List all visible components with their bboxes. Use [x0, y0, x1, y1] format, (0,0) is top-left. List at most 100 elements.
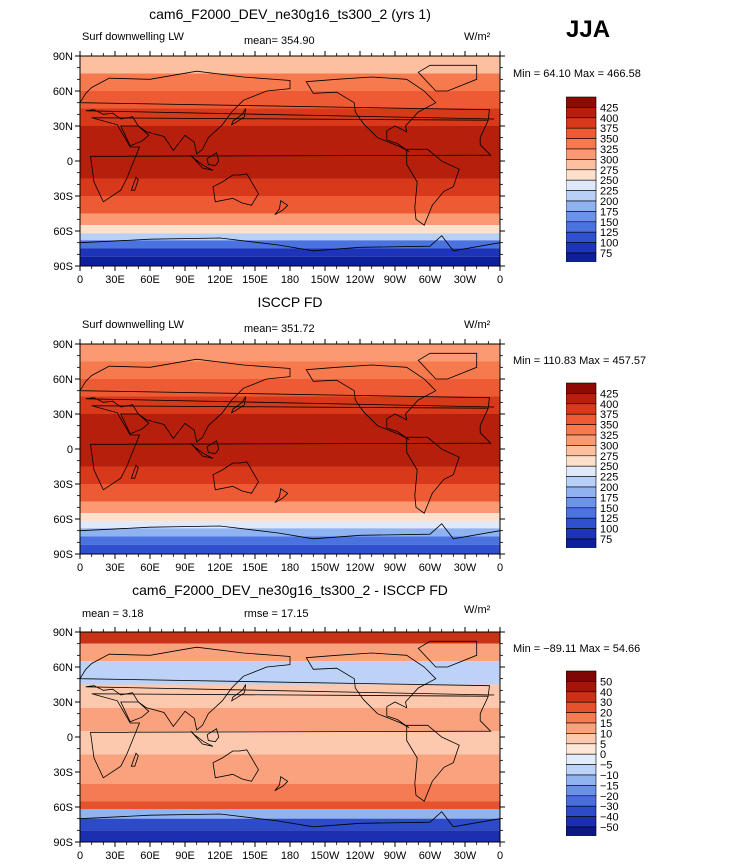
colorbar-swatch — [566, 785, 597, 797]
lon-label: 90W — [384, 850, 407, 862]
panel-2-variable: Surf downwelling LW — [82, 319, 184, 331]
lat-band — [80, 484, 500, 502]
colorbar-swatch — [566, 826, 597, 836]
coastline — [190, 154, 214, 171]
lon-label: 150W — [311, 274, 340, 286]
coastline — [120, 413, 150, 435]
lat-band — [80, 643, 500, 662]
lat-band — [80, 91, 500, 109]
colorbar-label: 375 — [600, 123, 618, 135]
lat-band — [80, 344, 500, 362]
lat-band — [80, 809, 500, 819]
lat-label: 30S — [53, 767, 73, 779]
colorbar-label: 400 — [600, 399, 618, 411]
coastline — [274, 488, 289, 504]
lat-band — [80, 501, 500, 514]
lat-band — [80, 431, 500, 467]
colorbar-label: 150 — [600, 217, 618, 229]
coastline — [274, 200, 289, 216]
colorbar-swatch — [566, 159, 597, 171]
colorbar-swatch — [566, 424, 597, 436]
lat-band — [80, 754, 500, 784]
coastline — [80, 811, 500, 842]
panel-1-minmax: Min = 64.10 Max = 466.58 — [513, 68, 641, 80]
colorbar-label: 30 — [600, 697, 612, 709]
colorbar-swatch — [566, 805, 597, 817]
lon-label: 180 — [281, 850, 299, 862]
colorbar-swatch — [566, 465, 597, 477]
lat-label: 90N — [53, 339, 73, 351]
coastline — [212, 173, 259, 206]
colorbar-swatch — [566, 252, 597, 262]
coastline — [417, 352, 478, 380]
lat-band — [80, 513, 500, 522]
colorbar-swatch — [566, 476, 597, 488]
colorbar-label: 300 — [600, 440, 618, 452]
panel-3-rmse: rmse = 17.15 — [244, 608, 309, 620]
lon-label: 180 — [281, 562, 299, 574]
colorbar-label: −40 — [600, 812, 619, 824]
lon-label: 90E — [175, 562, 195, 574]
panel-1-map: 90N 60N 30N 0 30S 60S 90S 0 30E 60E 90E 120E 150E 180… — [53, 51, 505, 286]
colorbar-label: 20 — [600, 708, 612, 720]
coastline — [80, 235, 500, 266]
colorbar-swatch — [566, 231, 597, 243]
colorbar-swatch — [566, 382, 597, 394]
lat-band — [80, 661, 500, 685]
coastline — [190, 730, 214, 747]
lat-band — [80, 248, 500, 257]
season-label: JJA — [566, 16, 611, 43]
colorbar-label: −10 — [600, 770, 619, 782]
colorbar-label: 425 — [600, 102, 618, 114]
lon-label: 120W — [346, 562, 375, 574]
lat-band — [80, 178, 500, 196]
colorbar-swatch — [566, 148, 597, 160]
lat-band — [80, 801, 500, 810]
lon-label: 90W — [384, 274, 407, 286]
coastline — [80, 358, 495, 443]
colorbar-label: 125 — [600, 227, 618, 239]
lat-label: 60S — [53, 802, 73, 814]
coastline — [231, 396, 247, 414]
lon-label: 0 — [497, 274, 503, 286]
colorbar-swatch — [566, 712, 597, 724]
coastline — [130, 752, 139, 767]
coastline — [212, 461, 259, 494]
colorbar-label: 350 — [600, 134, 618, 146]
panel-2-title: ISCCP FD — [257, 294, 323, 310]
lat-band — [80, 707, 500, 732]
coastline — [120, 701, 150, 723]
colorbar-swatch — [566, 517, 597, 529]
lon-label: 150W — [311, 562, 340, 574]
lat-label: 60S — [53, 514, 73, 526]
lat-label: 0 — [67, 156, 73, 168]
lon-label: 0 — [497, 562, 503, 574]
lat-label: 0 — [67, 444, 73, 456]
colorbar-swatch — [566, 733, 597, 745]
lat-band — [80, 528, 500, 537]
lon-label: 90E — [175, 850, 195, 862]
panel-2-colorbar: 4254003753503253002752502252001751501251… — [566, 382, 618, 548]
colorbar-swatch — [566, 701, 597, 713]
colorbar-swatch — [566, 393, 597, 405]
coastline — [130, 176, 139, 191]
coastline — [206, 440, 220, 455]
lat-label: 90S — [53, 837, 73, 849]
colorbar-label: 75 — [600, 534, 612, 546]
panel-1-units: W/m² — [464, 31, 491, 43]
colorbar-swatch — [566, 753, 597, 765]
lon-label: 60E — [140, 850, 160, 862]
colorbar-label: 175 — [600, 206, 618, 218]
lat-label: 30N — [53, 697, 73, 709]
colorbar-label: 250 — [600, 175, 618, 187]
colorbar-label: 5 — [600, 739, 606, 751]
colorbar-swatch — [566, 743, 597, 755]
colorbar-swatch — [566, 127, 597, 139]
lon-label: 120E — [207, 850, 233, 862]
lat-label: 30S — [53, 191, 73, 203]
coastline — [406, 724, 460, 802]
lat-band — [80, 126, 500, 144]
lon-label: 60W — [419, 850, 442, 862]
lat-band — [80, 108, 500, 126]
lat-band — [80, 818, 500, 831]
